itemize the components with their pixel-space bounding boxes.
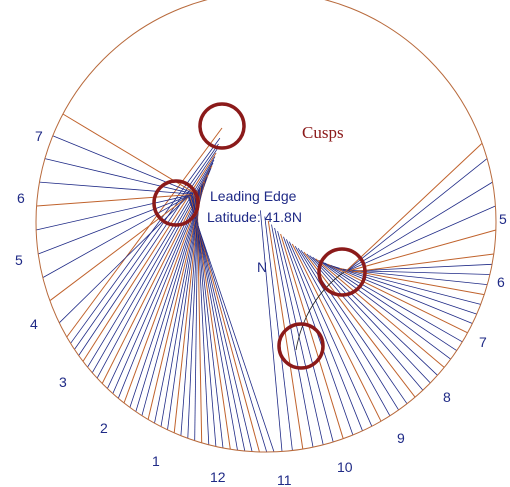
minor-line [52,135,194,194]
minor-line [264,216,293,451]
north-label: N [257,259,267,275]
hour-line [66,127,223,338]
minor-line [309,255,431,384]
minor-line [348,263,493,272]
hour-line [147,181,205,420]
hour-line [49,195,190,302]
hour-label-left-1: 1 [152,453,160,469]
cusp-marker-right [317,247,367,297]
hour-label-left-2: 2 [100,420,108,436]
minor-line [318,259,451,360]
cusp-marker-bottom [277,322,325,370]
hour-line [267,220,304,450]
hour-label-right-6: 6 [497,274,505,290]
minor-line [283,236,354,436]
minor-line [321,261,457,351]
dial-circle [35,0,497,453]
minor-line [342,269,488,285]
minor-line [260,210,283,452]
hour-line [327,263,468,334]
hour-line [303,251,416,398]
minor-line [286,239,363,431]
minor-line [294,246,391,416]
minor-line [288,241,373,427]
minor-line [271,224,314,448]
minor-line [154,183,204,424]
cusp-marker-left [152,179,200,227]
minor-line [187,188,200,439]
hour-label-bottom-11: 11 [277,472,292,487]
minor-line [36,194,192,231]
minor-line [160,184,203,427]
minor-line [141,179,206,416]
hour-line [344,142,483,273]
minor-line [277,230,334,443]
hour-label-bottom-9: 9 [397,430,405,446]
hour-lines [36,113,497,453]
minor-line [59,195,189,324]
hour-line [291,243,382,422]
hour-line [344,229,497,273]
minor-line [330,264,473,324]
minor-line [70,137,221,344]
hour-line [280,233,344,439]
minor-line [78,148,218,356]
cusp-marker-top [198,102,246,150]
minor-line [74,143,219,350]
minor-line [44,158,194,195]
minor-line [345,270,490,275]
minor-line [344,205,496,273]
hour-line [36,194,192,207]
latitude-label: Latitude: 41.8N [207,209,302,225]
hour-label-right-7: 7 [479,334,487,350]
minor-line [333,266,477,315]
minor-line [167,185,202,430]
minor-line [42,194,191,278]
minor-line [38,194,191,255]
minor-line [344,158,488,273]
minor-line [187,195,275,453]
hour-label-left-6: 6 [17,190,25,206]
hour-label-bottom-10: 10 [337,459,353,475]
cusps-label: Cusps [302,123,344,142]
minor-line [344,181,493,273]
hour-label-bottom-12: 12 [210,469,226,485]
hour-label-left-7: 7 [35,128,43,144]
hour-label-left-5: 5 [15,252,23,268]
minor-line [39,181,193,195]
hour-line [173,186,202,433]
leading-edge-label: Leading Edge [210,188,297,204]
minor-line [336,267,481,305]
minor-line [306,253,424,391]
minor-line [180,187,201,436]
minor-line [312,256,438,376]
minor-line [297,247,399,411]
hour-label-left-3: 3 [59,374,67,390]
minor-line [324,262,463,343]
hour-line [315,258,445,368]
hour-label-left-4: 4 [30,316,38,332]
hour-label-right-5: 5 [499,211,507,227]
hour-line [351,253,494,273]
cusp-curve [295,271,345,351]
hour-label-bottom-8: 8 [443,389,451,405]
